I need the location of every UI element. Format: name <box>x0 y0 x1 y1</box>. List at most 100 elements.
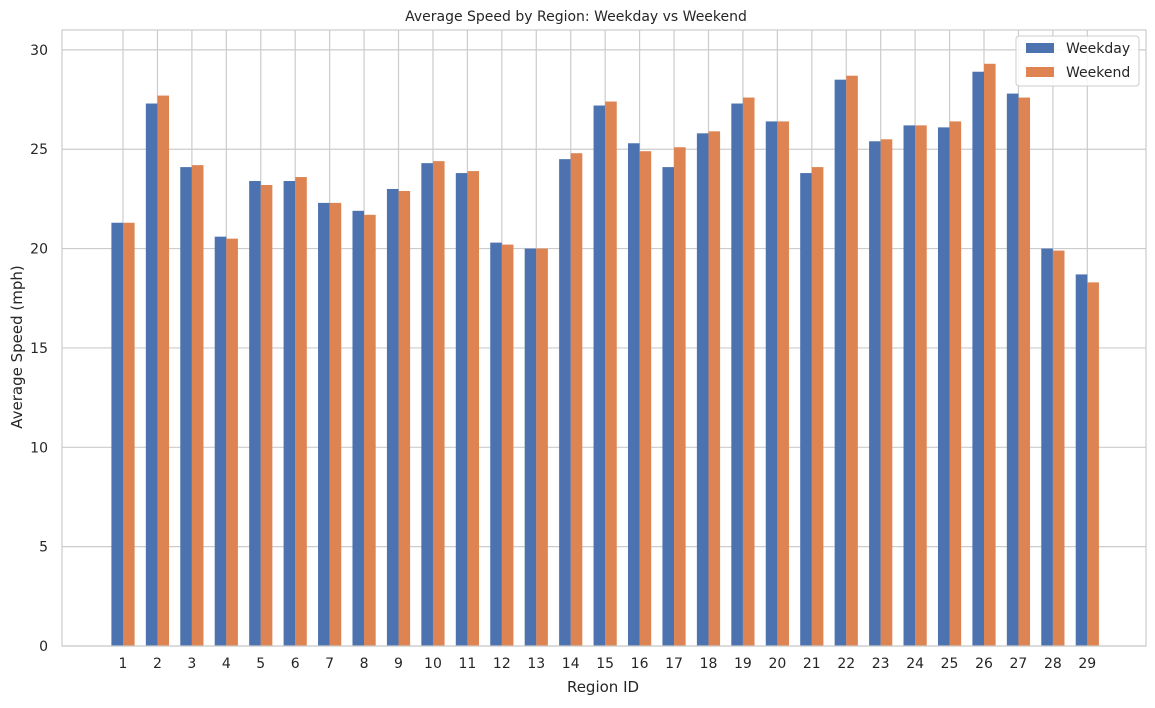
bar-weekend <box>708 131 721 647</box>
y-tick-label: 30 <box>30 43 48 59</box>
bar-weekend <box>501 244 514 646</box>
bar-weekday <box>834 79 847 646</box>
x-tick-label: 15 <box>596 656 614 672</box>
x-tick-label: 3 <box>187 656 196 672</box>
x-tick-label: 11 <box>458 656 476 672</box>
bar-weekday <box>490 242 502 646</box>
x-tick-label: 26 <box>975 656 993 672</box>
bar-weekday <box>455 173 468 646</box>
bar-weekday <box>249 181 261 646</box>
bar-weekday <box>524 248 537 647</box>
bar-weekend <box>984 63 996 647</box>
bar-weekend <box>295 177 307 646</box>
x-tick-label: 16 <box>631 656 649 672</box>
x-tick-label: 5 <box>256 656 265 672</box>
bar-weekend <box>157 95 170 646</box>
x-tick-label: 10 <box>424 656 442 672</box>
x-tick-labels: 1 2 3 4 5 6 7 8 9 10 11 12 13 14 15 16 17 18 19 20 21 22 23 24 2… <box>119 656 1097 672</box>
x-tick-label: 2 <box>153 656 162 672</box>
legend: Weekday Weekend <box>1015 35 1140 87</box>
x-tick-label: 13 <box>527 656 545 672</box>
legend-swatch-weekday <box>1026 43 1054 53</box>
bar-weekend <box>1087 282 1099 646</box>
bar-weekday <box>180 167 192 646</box>
y-tick-label: 20 <box>30 242 48 258</box>
bar-weekend <box>329 202 342 646</box>
bar-weekday <box>283 181 296 646</box>
bar-weekend <box>398 190 411 646</box>
bar-weekday <box>800 173 812 646</box>
bar-weekend <box>880 139 893 646</box>
legend-label-weekday: Weekday <box>1066 41 1130 57</box>
x-tick-label: 29 <box>1078 656 1096 672</box>
bar-weekday <box>937 127 950 647</box>
bar-weekend <box>536 248 548 647</box>
bar-weekday <box>559 159 571 646</box>
x-tick-label: 27 <box>1010 656 1028 672</box>
bar-weekday <box>696 133 709 646</box>
bar-weekend <box>605 101 617 647</box>
bar-weekday <box>386 188 399 646</box>
x-tick-label: 12 <box>493 656 511 672</box>
bar-weekday <box>214 236 227 646</box>
x-tick-label: 1 <box>119 656 128 672</box>
x-tick-label: 18 <box>700 656 718 672</box>
bar-weekday <box>662 167 675 646</box>
bar-weekend <box>639 151 652 647</box>
bar-weekday <box>1075 274 1088 646</box>
bar-weekend <box>846 75 858 646</box>
x-tick-label: 22 <box>837 656 855 672</box>
bar-weekend <box>1018 97 1031 647</box>
bar-weekday <box>869 141 881 647</box>
bar-weekend <box>915 125 927 647</box>
bar-weekday <box>731 103 743 646</box>
x-tick-label: 23 <box>872 656 890 672</box>
bar-weekend <box>432 161 445 647</box>
y-tick-label: 5 <box>39 540 48 556</box>
bar-weekend <box>674 147 686 646</box>
x-tick-label: 24 <box>906 656 924 672</box>
bar-weekend <box>570 153 583 646</box>
bar-weekend <box>777 121 789 647</box>
y-tick-label: 25 <box>30 142 48 158</box>
bar-weekend <box>123 222 135 646</box>
x-tick-label: 4 <box>222 656 231 672</box>
y-axis-label: Average Speed (mph) <box>8 265 26 429</box>
x-tick-label: 20 <box>768 656 786 672</box>
bar-weekday <box>765 121 778 647</box>
bar-weekend <box>364 214 376 647</box>
y-tick-label: 15 <box>30 341 48 357</box>
x-tick-label: 7 <box>325 656 334 672</box>
y-tick-label: 0 <box>39 639 48 655</box>
bar-weekend <box>260 184 273 647</box>
bar-weekday <box>1006 93 1019 646</box>
x-tick-label: 25 <box>941 656 959 672</box>
x-tick-label: 14 <box>562 656 580 672</box>
bar-weekend <box>949 121 962 647</box>
x-tick-label: 28 <box>1044 656 1062 672</box>
bar-weekend <box>467 171 479 647</box>
x-tick-label: 9 <box>394 656 403 672</box>
bars <box>111 63 1099 647</box>
x-tick-label: 17 <box>665 656 683 672</box>
x-axis-label: Region ID <box>567 678 639 696</box>
x-tick-label: 8 <box>360 656 369 672</box>
bar-weekday <box>593 105 606 647</box>
bar-weekend <box>191 165 204 647</box>
legend-label-weekend: Weekend <box>1066 65 1130 81</box>
x-tick-label: 19 <box>734 656 752 672</box>
bar-weekday <box>421 163 433 646</box>
bar-weekday <box>1041 248 1053 647</box>
plot-frame <box>61 29 1147 647</box>
bar-weekend <box>811 167 824 646</box>
legend-swatch-weekend <box>1026 67 1054 77</box>
bar-weekday <box>972 71 984 647</box>
x-tick-label: 6 <box>291 656 300 672</box>
bar-weekday <box>318 202 330 646</box>
bar-weekday <box>628 143 640 646</box>
bar-weekend <box>742 97 755 647</box>
bar-weekday <box>111 222 123 646</box>
bar-weekday <box>903 125 916 647</box>
